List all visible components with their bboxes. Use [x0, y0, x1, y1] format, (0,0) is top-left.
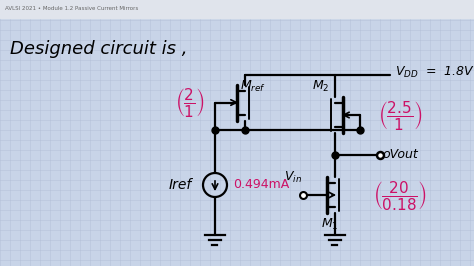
- Text: $\left(\dfrac{2.5}{1}\right)$: $\left(\dfrac{2.5}{1}\right)$: [378, 98, 422, 131]
- Text: $\left(\dfrac{20}{0.18}\right)$: $\left(\dfrac{20}{0.18}\right)$: [373, 178, 427, 211]
- Text: M$_1$: M$_1$: [321, 217, 339, 232]
- Text: V$_{in}$: V$_{in}$: [284, 170, 302, 185]
- Text: 0.494mA: 0.494mA: [233, 178, 289, 192]
- Text: V$_{DD}$  =  1.8V: V$_{DD}$ = 1.8V: [395, 64, 474, 80]
- Text: Iref: Iref: [168, 178, 191, 192]
- Text: $\left(\dfrac{2}{1}\right)$: $\left(\dfrac{2}{1}\right)$: [175, 86, 205, 119]
- Bar: [0, 0, 474, 18]
- Text: Designed circuit is ,: Designed circuit is ,: [10, 40, 188, 58]
- Text: M$_{ref}$: M$_{ref}$: [240, 79, 266, 94]
- Text: M$_2$: M$_2$: [312, 79, 330, 94]
- Text: AVLSI 2021 • Module 1.2 Passive Current Mirrors: AVLSI 2021 • Module 1.2 Passive Current …: [5, 6, 138, 11]
- Text: oVout: oVout: [382, 148, 418, 161]
